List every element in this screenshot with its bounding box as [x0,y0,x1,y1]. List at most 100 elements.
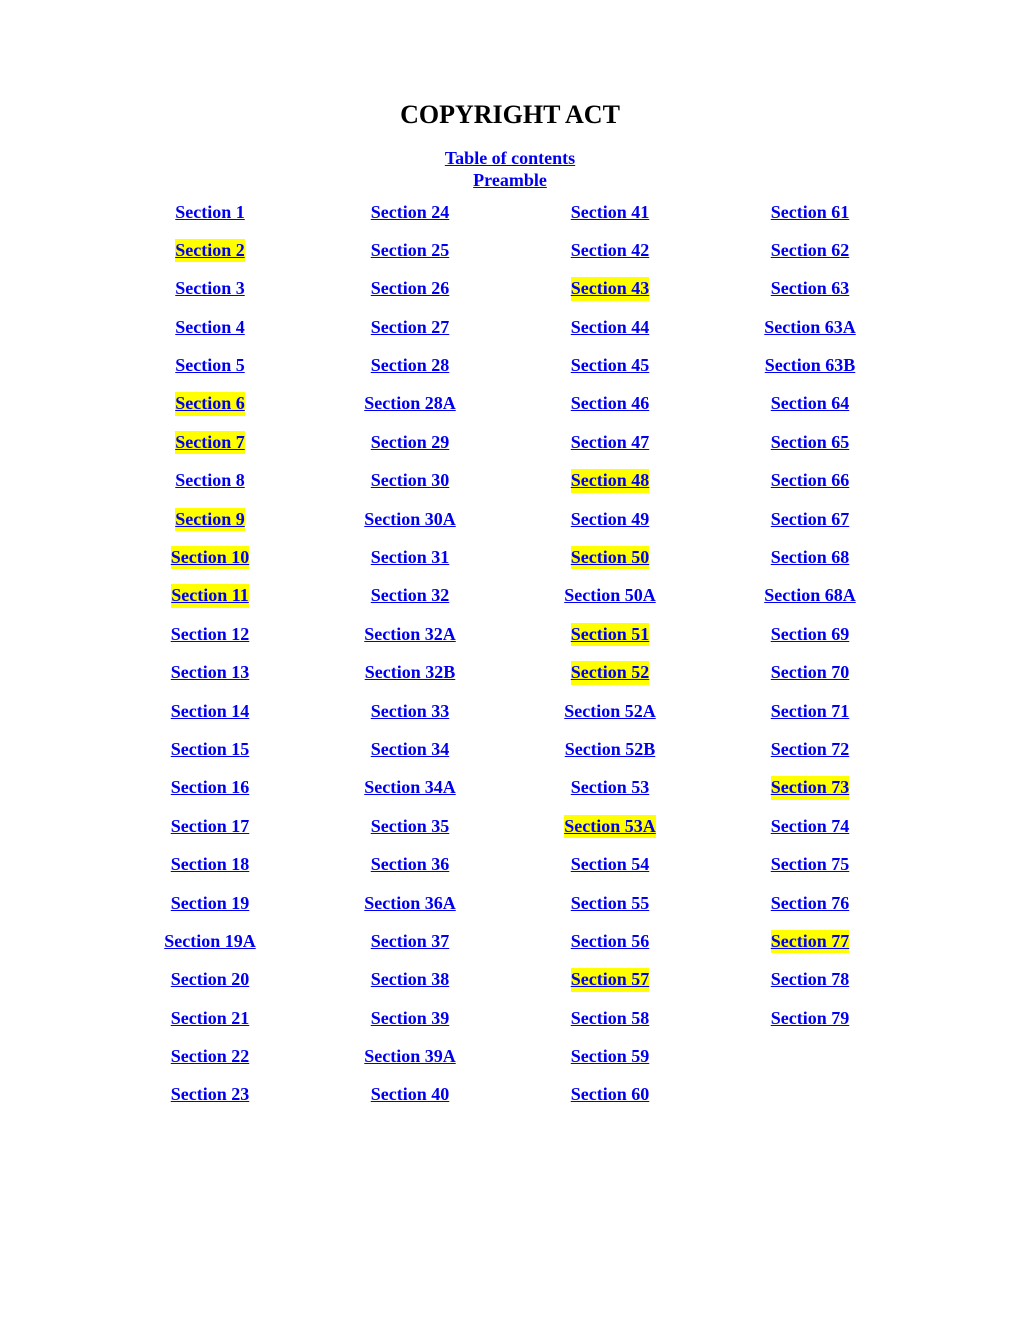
section-column: Section 24 Section 25 Section 26 Section 27… [310,193,510,1114]
section-link[interactable]: Section 2 [175,239,245,262]
section-link[interactable]: Section 34A [364,776,456,799]
section-link[interactable]: Section 70 [771,661,850,684]
section-link[interactable]: Section 63B [765,354,856,377]
section-link[interactable]: Section 56 [571,930,650,953]
section-link[interactable]: Section 35 [371,815,450,838]
section-link[interactable]: Section 60 [571,1083,650,1106]
section-link[interactable]: Section 20 [171,968,250,991]
section-link[interactable]: Section 52A [564,700,656,723]
section-link[interactable]: Section 21 [171,1007,250,1030]
section-link[interactable]: Section 52 [571,661,650,684]
section-link[interactable]: Section 64 [771,392,850,415]
section-link[interactable]: Section 7 [175,431,245,454]
section-link[interactable]: Section 18 [171,853,250,876]
section-link[interactable]: Section 51 [571,623,650,646]
section-link[interactable]: Section 74 [771,815,850,838]
section-link[interactable]: Section 17 [171,815,250,838]
section-link[interactable]: Section 36A [364,892,456,915]
table-of-contents-link[interactable]: Table of contents [100,148,920,169]
section-link[interactable]: Section 4 [175,316,245,339]
section-link[interactable]: Section 49 [571,508,650,531]
section-link[interactable]: Section 29 [371,431,450,454]
section-link[interactable]: Section 38 [371,968,450,991]
section-link[interactable]: Section 19A [164,930,256,953]
section-link[interactable]: Section 67 [771,508,850,531]
section-link[interactable]: Section 71 [771,700,850,723]
section-link[interactable]: Section 68 [771,546,850,569]
section-link[interactable]: Section 57 [571,968,650,991]
section-link[interactable]: Section 15 [171,738,250,761]
section-link[interactable]: Section 28 [371,354,450,377]
section-link[interactable]: Section 1 [175,201,245,224]
section-link[interactable]: Section 78 [771,968,850,991]
section-link[interactable]: Section 43 [571,277,650,300]
preamble-link[interactable]: Preamble [100,170,920,191]
section-link[interactable]: Section 63A [764,316,856,339]
section-link[interactable]: Section 3 [175,277,245,300]
section-link[interactable]: Section 52B [565,738,656,761]
section-link[interactable]: Section 79 [771,1007,850,1030]
section-link[interactable]: Section 48 [571,469,650,492]
section-link[interactable]: Section 50 [571,546,650,569]
section-link[interactable]: Section 59 [571,1045,650,1068]
section-link[interactable]: Section 27 [371,316,450,339]
section-link[interactable]: Section 46 [571,392,650,415]
section-link[interactable]: Section 32B [365,661,456,684]
section-link[interactable]: Section 33 [371,700,450,723]
section-link[interactable]: Section 75 [771,853,850,876]
section-link[interactable]: Section 42 [571,239,650,262]
section-link[interactable]: Section 30A [364,508,456,531]
section-link[interactable]: Section 39A [364,1045,456,1068]
section-link[interactable]: Section 31 [371,546,450,569]
section-columns: Section 1 Section 2 Section 3 Section 4 Sect… [100,193,920,1114]
section-link[interactable]: Section 66 [771,469,850,492]
section-link[interactable]: Section 73 [771,776,850,799]
section-link[interactable]: Section 9 [175,508,245,531]
section-link[interactable]: Section 41 [571,201,650,224]
section-link[interactable]: Section 26 [371,277,450,300]
section-link[interactable]: Section 8 [175,469,245,492]
section-link[interactable]: Section 24 [371,201,450,224]
section-link[interactable]: Section 11 [171,584,249,607]
section-link[interactable]: Section 6 [175,392,245,415]
section-link[interactable]: Section 77 [771,930,850,953]
section-link[interactable]: Section 62 [771,239,850,262]
section-link[interactable]: Section 36 [371,853,450,876]
section-link[interactable]: Section 53A [564,815,656,838]
section-link[interactable]: Section 50A [564,584,656,607]
section-link[interactable]: Section 76 [771,892,850,915]
section-link[interactable]: Section 34 [371,738,450,761]
section-link[interactable]: Section 5 [175,354,245,377]
section-link[interactable]: Section 58 [571,1007,650,1030]
section-link[interactable]: Section 37 [371,930,450,953]
section-column: Section 1 Section 2 Section 3 Section 4 Sect… [110,193,310,1114]
section-link[interactable]: Section 10 [171,546,250,569]
section-link[interactable]: Section 22 [171,1045,250,1068]
section-link[interactable]: Section 32 [371,584,450,607]
section-link[interactable]: Section 45 [571,354,650,377]
section-link[interactable]: Section 16 [171,776,250,799]
section-link[interactable]: Section 63 [771,277,850,300]
section-link[interactable]: Section 72 [771,738,850,761]
section-column: Section 41 Section 42 Section 43 Section 44… [510,193,710,1114]
section-link[interactable]: Section 12 [171,623,250,646]
section-link[interactable]: Section 69 [771,623,850,646]
section-link[interactable]: Section 55 [571,892,650,915]
section-link[interactable]: Section 14 [171,700,250,723]
section-link[interactable]: Section 65 [771,431,850,454]
section-link[interactable]: Section 30 [371,469,450,492]
section-link[interactable]: Section 47 [571,431,650,454]
section-link[interactable]: Section 28A [364,392,456,415]
section-link[interactable]: Section 39 [371,1007,450,1030]
section-link[interactable]: Section 54 [571,853,650,876]
section-link[interactable]: Section 19 [171,892,250,915]
section-link[interactable]: Section 44 [571,316,650,339]
section-link[interactable]: Section 40 [371,1083,450,1106]
section-link[interactable]: Section 13 [171,661,250,684]
section-link[interactable]: Section 53 [571,776,650,799]
section-link[interactable]: Section 23 [171,1083,250,1106]
section-link[interactable]: Section 25 [371,239,450,262]
section-link[interactable]: Section 32A [364,623,456,646]
section-link[interactable]: Section 61 [771,201,850,224]
section-link[interactable]: Section 68A [764,584,856,607]
